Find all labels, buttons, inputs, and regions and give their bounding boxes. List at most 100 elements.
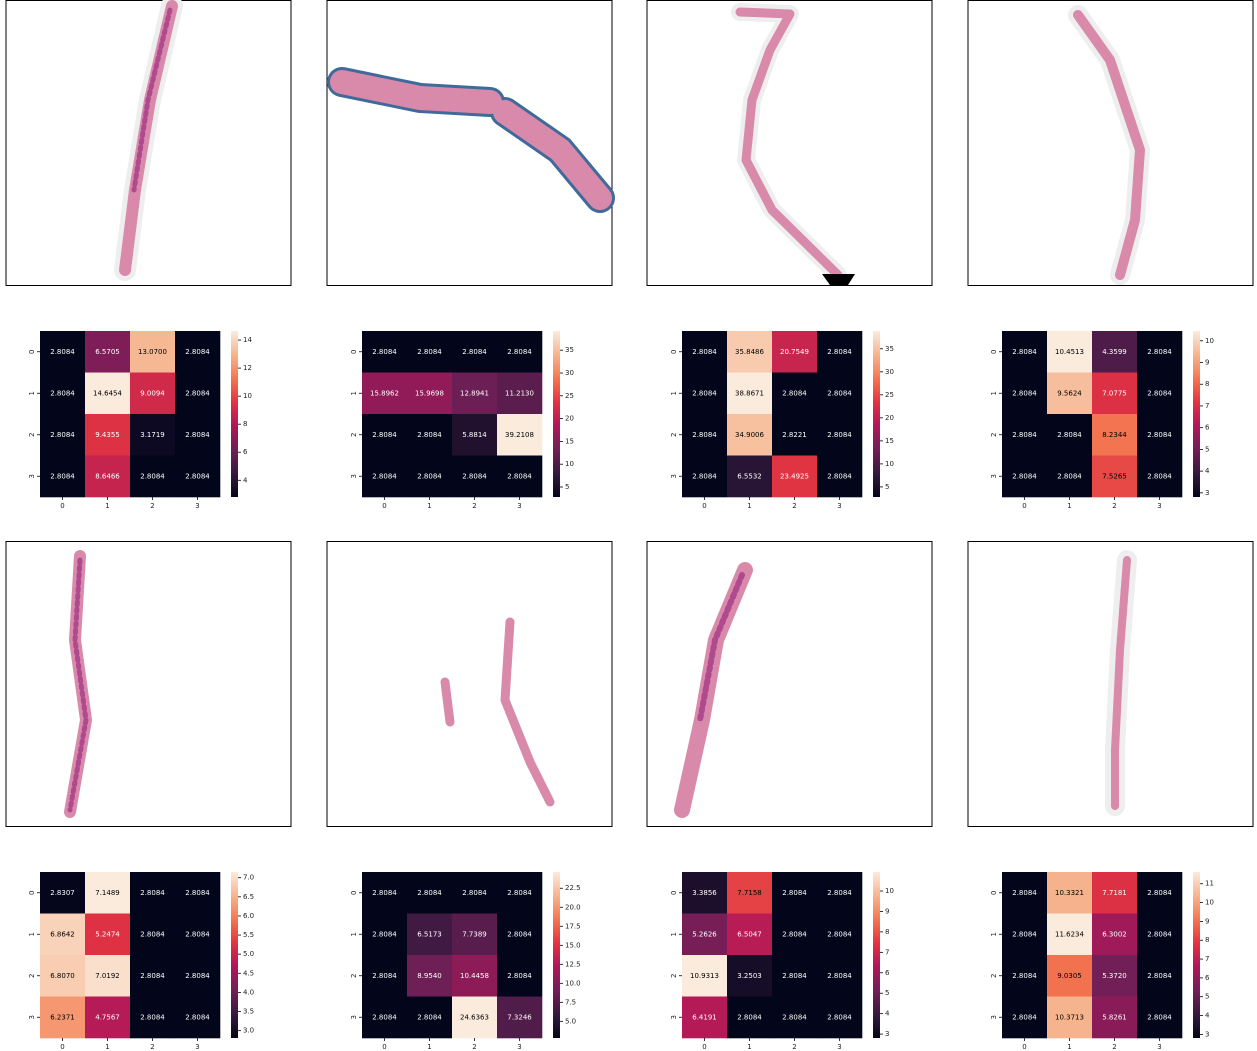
colorbar-tick-label: 10 <box>1205 337 1214 345</box>
heatmap-cell <box>817 455 863 498</box>
colorbar-tick-label: 5 <box>1205 993 1209 1001</box>
cell-label: 2.8084 <box>737 1013 762 1021</box>
cell-label: 13.0700 <box>138 348 167 356</box>
cell-label: 2.8084 <box>1012 472 1037 480</box>
heatmap-cell <box>772 955 818 997</box>
cell-label: 2.8084 <box>1012 348 1037 356</box>
cell-label: 35.8486 <box>735 348 764 356</box>
x-tick-label: 0 <box>60 502 64 510</box>
colorbar-tick-label: 15 <box>885 437 894 445</box>
colorbar-tick-label: 4 <box>243 476 248 484</box>
tissue-panels <box>5 0 1254 827</box>
colorbar-tick-label: 6.0 <box>243 912 254 920</box>
x-tick-label: 2 <box>1112 502 1116 510</box>
cell-label: 2.8084 <box>827 1013 852 1021</box>
cell-label: 2.8084 <box>1147 472 1172 480</box>
cell-label: 10.3321 <box>1055 889 1084 897</box>
x-tick-label: 1 <box>1067 1043 1071 1051</box>
cell-label: 2.8084 <box>462 889 487 897</box>
colorbar-tick-label: 4.5 <box>243 969 254 977</box>
heatmap-cell <box>817 872 863 914</box>
heatmap-cell <box>1047 913 1093 956</box>
cell-label: 2.8084 <box>140 930 165 938</box>
heatmap-cell <box>1092 414 1138 456</box>
cell-label: 2.8084 <box>507 972 532 980</box>
heatmap-cell <box>40 331 86 373</box>
cell-label: 10.4458 <box>460 972 489 980</box>
cell-label: 7.7389 <box>462 930 487 938</box>
heatmap-cell <box>1002 455 1048 498</box>
colorbar-tick-label: 30 <box>885 368 894 376</box>
cell-label: 2.8084 <box>417 472 442 480</box>
heatmap-cell <box>1047 331 1093 373</box>
heatmap-cell <box>817 955 863 997</box>
heatmap-cell <box>497 955 543 997</box>
x-tick-label: 0 <box>382 502 386 510</box>
cell-label: 2.8084 <box>1012 1013 1037 1021</box>
heatmap-cell <box>175 955 221 997</box>
heatmap-cell <box>452 872 498 914</box>
cell-label: 7.5265 <box>1102 472 1127 480</box>
cell-label: 24.6363 <box>460 1013 489 1021</box>
colorbar-tick-label: 12.5 <box>565 960 581 968</box>
colorbar-tick-label: 11 <box>1205 880 1214 888</box>
heatmap-cell <box>407 913 453 956</box>
heatmap-cell <box>452 955 498 997</box>
heatmap-cell <box>407 331 453 373</box>
cell-label: 2.8084 <box>372 472 397 480</box>
colorbar <box>873 331 880 497</box>
heatmap-cell <box>85 872 131 914</box>
cell-label: 2.8084 <box>417 431 442 439</box>
colorbar-tick-label: 3 <box>1205 489 1209 497</box>
heatmap-cell <box>407 455 453 498</box>
cell-label: 5.8814 <box>462 431 487 439</box>
y-tick-label: 2 <box>670 974 678 978</box>
image-frame <box>646 0 933 286</box>
cell-label: 5.2474 <box>95 930 120 938</box>
heatmap-cell <box>40 372 86 415</box>
colorbar-tick-label: 17.5 <box>565 922 581 930</box>
heatmap-cell <box>407 955 453 997</box>
cell-label: 2.8084 <box>185 889 210 897</box>
heatmap-cell <box>727 872 773 914</box>
heatmap-cell <box>817 331 863 373</box>
cell-label: 6.5532 <box>737 472 762 480</box>
cell-label: 5.3720 <box>1102 972 1127 980</box>
heatmap-cell <box>130 331 176 373</box>
heatmap-cell <box>682 372 728 415</box>
colorbar-tick-label: 5.0 <box>243 950 254 958</box>
heatmap-cell <box>407 872 453 914</box>
heatmap-cell <box>1092 372 1138 415</box>
cell-label: 10.3713 <box>1055 1013 1084 1021</box>
colorbar-tick-label: 35 <box>565 346 574 354</box>
y-tick-label: 2 <box>28 974 36 978</box>
y-tick-label: 2 <box>670 433 678 437</box>
cell-label: 6.2371 <box>50 1013 75 1021</box>
heatmap-cell <box>452 414 498 456</box>
cell-label: 2.8084 <box>782 972 807 980</box>
cell-label: 6.5047 <box>737 930 762 938</box>
cell-label: 2.8084 <box>1147 1013 1172 1021</box>
heatmap-cell <box>130 996 176 1039</box>
heatmap-cell <box>497 913 543 956</box>
heatmap-cell <box>130 955 176 997</box>
cell-label: 2.8084 <box>1057 472 1082 480</box>
cell-label: 5.8261 <box>1102 1013 1127 1021</box>
cell-label: 2.8084 <box>372 348 397 356</box>
heatmap-cell <box>1002 331 1048 373</box>
colorbar-tick-label: 10 <box>243 392 252 400</box>
colorbar-tick-label: 22.5 <box>565 884 581 892</box>
heatmap-cell <box>362 331 408 373</box>
colorbar-tick-label: 35 <box>885 345 894 353</box>
cell-label: 6.8070 <box>50 972 75 980</box>
cell-label: 2.8084 <box>1147 389 1172 397</box>
cell-label: 7.7158 <box>737 889 762 897</box>
cell-label: 2.8084 <box>827 431 852 439</box>
tissue <box>1111 556 1131 810</box>
heatmap-cell <box>1137 913 1183 956</box>
y-tick-label: 3 <box>670 474 678 478</box>
cell-label: 2.8084 <box>1012 389 1037 397</box>
heatmap-cell <box>1047 414 1093 456</box>
cell-label: 7.3246 <box>507 1013 532 1021</box>
heatmap-cell <box>362 414 408 456</box>
